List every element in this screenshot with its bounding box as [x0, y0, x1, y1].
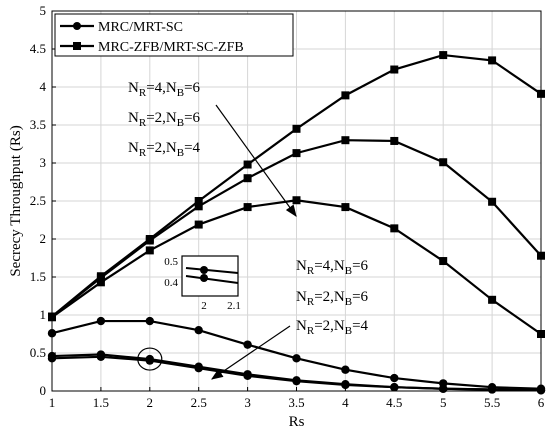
- y-axis-ticks: 0 0.5 1 1.5 2 2.5 3 3.5 4 4.5 5: [30, 3, 56, 398]
- annotation-label: NR=2,NB=4: [128, 140, 201, 159]
- y-axis-title: Secrecy Throughput (Rs): [8, 125, 24, 276]
- y-tick-label: 4: [40, 79, 47, 94]
- data-point: [341, 365, 350, 374]
- data-point: [488, 56, 497, 65]
- y-tick-label: 3.5: [30, 117, 46, 132]
- x-tick-label: 5: [440, 395, 447, 410]
- inset-x-tick-label: 2: [201, 300, 207, 312]
- legend-marker: [73, 22, 81, 30]
- inset-point: [200, 266, 208, 274]
- x-tick-label: 4.5: [386, 395, 402, 410]
- legend-label: MRC-ZFB/MRT-SC-ZFB: [98, 40, 244, 55]
- data-point: [292, 149, 301, 158]
- x-tick-label: 3.5: [288, 395, 304, 410]
- data-point: [341, 91, 350, 100]
- data-point: [243, 174, 252, 183]
- data-point: [96, 273, 105, 282]
- inset-line-lower: [185, 275, 239, 284]
- x-tick-label: 5.5: [484, 395, 500, 410]
- data-point: [194, 326, 203, 335]
- x-tick-label: 2.5: [191, 395, 207, 410]
- data-point: [488, 295, 497, 304]
- data-point: [390, 65, 399, 74]
- inset-point: [200, 274, 208, 282]
- x-tick-label: 4: [342, 395, 349, 410]
- y-tick-label: 4.5: [30, 41, 46, 56]
- data-point: [145, 246, 154, 255]
- x-tick-label: 3: [244, 395, 251, 410]
- data-point: [390, 224, 399, 233]
- y-tick-label: 0: [40, 383, 47, 398]
- data-point: [292, 376, 301, 386]
- annotation-label: NR=4,NB=6: [128, 80, 201, 99]
- data-point: [341, 380, 350, 390]
- data-point: [194, 220, 203, 229]
- data-point: [439, 158, 448, 167]
- legend-box: [54, 13, 294, 57]
- annotation-arrow-lower: [211, 325, 291, 380]
- data-point: [243, 203, 252, 212]
- data-point: [341, 203, 350, 212]
- data-point: [96, 278, 105, 287]
- legend: MRC/MRT-SC MRC-ZFB/MRT-SC-ZFB: [54, 13, 294, 57]
- data-point: [488, 197, 497, 206]
- zoom-inset: 0.5 0.4 2 2.1: [164, 255, 241, 312]
- legend-label: MRC/MRT-SC: [98, 20, 183, 35]
- series-mrc-0: [47, 316, 546, 393]
- y-tick-label: 0.5: [30, 345, 46, 360]
- data-point: [96, 352, 106, 361]
- data-point: [292, 124, 301, 133]
- y-tick-label: 3: [40, 155, 47, 170]
- data-point: [145, 236, 154, 245]
- annotations: NR=4,NB=6 NR=2,NB=6 NR=2,NB=4 NR=4,NB=6 NR=2…: [128, 80, 369, 380]
- data-point: [439, 257, 448, 266]
- annotation-label: NR=2,NB=4: [296, 318, 369, 337]
- y-tick-label: 2.5: [30, 193, 46, 208]
- data-point: [243, 340, 252, 349]
- inset-y-tick-label: 0.4: [164, 277, 178, 289]
- inset-line-upper: [185, 267, 239, 274]
- x-tick-label: 2: [147, 395, 154, 410]
- y-tick-label: 5: [40, 3, 47, 18]
- legend-item: MRC/MRT-SC: [60, 20, 183, 35]
- zoom-highlight-circle: [137, 347, 163, 371]
- data-point: [194, 364, 203, 373]
- data-point: [145, 316, 154, 326]
- legend-item: MRC-ZFB/MRT-SC-ZFB: [60, 40, 244, 55]
- y-tick-label: 2: [40, 231, 47, 246]
- inset-x-tick-label: 2.1: [227, 300, 241, 312]
- data-point: [96, 316, 106, 326]
- data-point: [390, 136, 399, 145]
- data-point: [292, 354, 301, 363]
- legend-marker: [73, 42, 81, 50]
- data-point: [194, 202, 203, 211]
- x-tick-label: 6: [538, 395, 545, 410]
- data-point: [390, 373, 399, 383]
- y-tick-label: 1: [40, 307, 47, 322]
- data-point: [145, 356, 154, 365]
- data-point: [439, 51, 448, 60]
- data-point: [341, 136, 350, 145]
- x-tick-label: 1: [49, 395, 56, 410]
- y-tick-label: 1.5: [30, 269, 46, 284]
- data-point: [292, 196, 301, 205]
- data-point: [243, 160, 252, 169]
- annotation-arrow-upper: [215, 104, 297, 217]
- annotation-label: NR=2,NB=6: [128, 110, 201, 129]
- inset-y-tick-label: 0.5: [164, 256, 178, 268]
- data-point: [194, 197, 203, 205]
- data-point: [243, 371, 252, 380]
- annotation-label: NR=2,NB=6: [296, 289, 369, 308]
- x-tick-label: 1.5: [93, 395, 109, 410]
- x-axis-title: Rs: [289, 414, 305, 430]
- annotation-label: NR=4,NB=6: [296, 258, 369, 277]
- x-axis-ticks: 1 1.5 2 2.5 3 3.5 4 4.5 5 5.5 6: [49, 387, 545, 410]
